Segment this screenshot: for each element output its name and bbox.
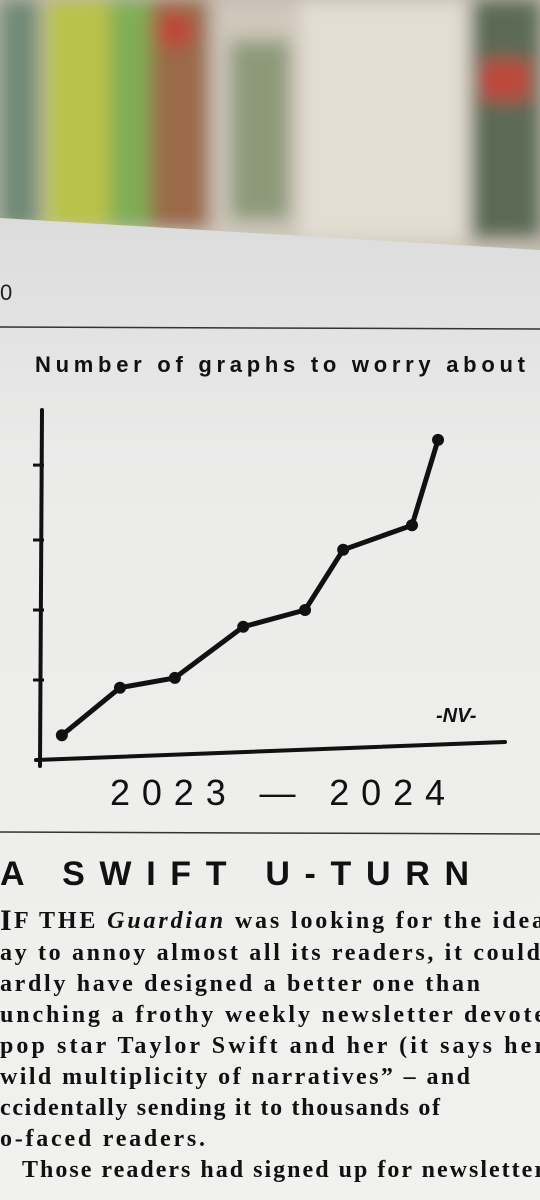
background-blur (0, 0, 540, 260)
point (432, 433, 445, 446)
article-text: Guardian (107, 908, 223, 934)
y-axis (38, 408, 44, 768)
point (299, 604, 312, 616)
article-line: ccidentally sending it to thousands of (0, 1095, 441, 1121)
article-text: F THE (14, 908, 104, 934)
x-axis-label: 2023 — 2024 (110, 772, 445, 813)
point (55, 729, 68, 742)
plot (33, 408, 507, 768)
rule (0, 326, 540, 330)
article-line: ay to annoy almost all its readers, it c… (0, 940, 540, 966)
drop-cap: I (0, 904, 12, 937)
line (59, 437, 441, 738)
article-line: pop star Taylor Swift and her (it says h… (0, 1033, 540, 1059)
article-heading: A SWIFT U-TURN (0, 855, 478, 893)
point (237, 620, 250, 633)
point (406, 519, 418, 532)
article-line: Those readers had signed up for newslett… (22, 1157, 540, 1183)
signature: -NV- (436, 705, 477, 727)
article-line: F THE Guardian was looking for the idea (14, 908, 540, 934)
x-axis (34, 740, 507, 762)
article-line: o-faced readers. (0, 1126, 205, 1152)
article-text: was looking for the idea (226, 908, 540, 934)
point (337, 543, 350, 556)
point (168, 671, 181, 684)
rule (0, 831, 540, 835)
article-line: ardly have designed a better one than (0, 971, 480, 997)
article-line: wild multiplicity of narratives” – and (0, 1064, 471, 1090)
paper (0, 218, 540, 1200)
page-number: 0 (0, 280, 12, 305)
point (113, 681, 126, 694)
